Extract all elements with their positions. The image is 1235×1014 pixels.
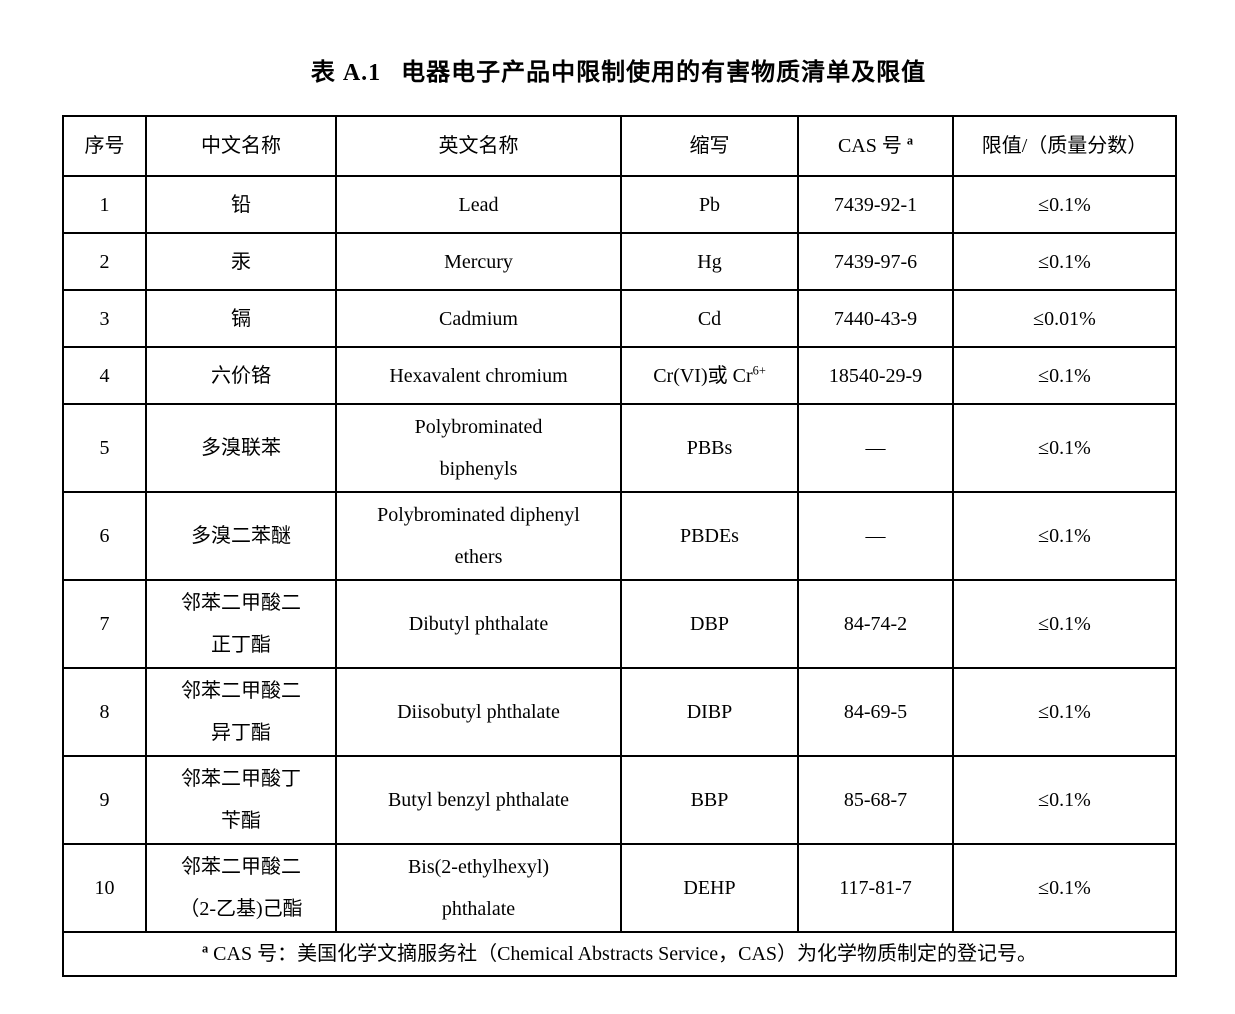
cell-abbr: DEHP [620,843,799,933]
cell-en: Diisobutyl phthalate [335,667,622,757]
column-header-cas: CAS 号 a [797,115,954,177]
cell-cn: 汞 [145,232,337,291]
table-row: 10 邻苯二甲酸二 （2-乙基)己酯 Bis(2-ethylhexyl) phthala… [62,843,1177,933]
cas-footnote: a CAS 号：美国化学文摘服务社（Chemical Abstracts Ser… [62,931,1177,977]
cell-cn: 邻苯二甲酸二 异丁酯 [145,667,337,757]
header-row: 序号 中文名称 英文名称 缩写 CAS 号 a 限值/（质量分数） [62,115,1177,177]
table-caption-title: 电器电子产品中限制使用的有害物质清单及限值 [401,60,927,86]
table-row: 4 六价铬 Hexavalent chromium Cr(VI)或 Cr6+ 18540… [62,346,1177,405]
cell-en: Polybrominated biphenyls [335,403,622,493]
cell-cas: 7440-43-9 [797,289,954,348]
cell-abbr: Cr(VI)或 Cr6+ [620,346,799,405]
column-header-abbr: 缩写 [620,115,799,177]
cell-cas: 7439-92-1 [797,175,954,234]
table-caption: 表 A.1 电器电子产品中限制使用的有害物质清单及限值 [62,52,1175,87]
cell-abbr: DIBP [620,667,799,757]
cell-cas: — [797,403,954,493]
footnote-row: a CAS 号：美国化学文摘服务社（Chemical Abstracts Ser… [62,931,1177,977]
cell-en: Butyl benzyl phthalate [335,755,622,845]
cell-no: 8 [62,667,147,757]
cell-cn: 多溴联苯 [145,403,337,493]
cell-en: Polybrominated diphenyl ethers [335,491,622,581]
cell-abbr: PBDEs [620,491,799,581]
cell-no: 7 [62,579,147,669]
table-row: 6 多溴二苯醚 Polybrominated diphenyl ethers PBDEs… [62,491,1177,581]
cell-cas: 18540-29-9 [797,346,954,405]
cell-en: Cadmium [335,289,622,348]
cell-abbr: BBP [620,755,799,845]
cell-no: 10 [62,843,147,933]
cell-en: Lead [335,175,622,234]
cell-abbr: DBP [620,579,799,669]
cell-abbr: Pb [620,175,799,234]
cell-limit: ≤0.1% [952,579,1177,669]
cell-no: 6 [62,491,147,581]
column-header-no: 序号 [62,115,147,177]
table-row: 7 邻苯二甲酸二 正丁酯 Dibutyl phthalate DBP 84-74-2 ≤0.… [62,579,1177,669]
cell-limit: ≤0.1% [952,175,1177,234]
cell-cn: 邻苯二甲酸丁 苄酯 [145,755,337,845]
cell-no: 3 [62,289,147,348]
cell-cas: 85-68-7 [797,755,954,845]
table-row: 3 镉 Cadmium Cd 7440-43-9 ≤0.01% [62,289,1177,348]
cell-cn: 邻苯二甲酸二 正丁酯 [145,579,337,669]
cell-cas: 84-69-5 [797,667,954,757]
cell-limit: ≤0.1% [952,403,1177,493]
cell-no: 4 [62,346,147,405]
cell-abbr: PBBs [620,403,799,493]
cell-limit: ≤0.1% [952,232,1177,291]
cell-cn: 镉 [145,289,337,348]
cell-limit: ≤0.01% [952,289,1177,348]
cell-cn: 邻苯二甲酸二 （2-乙基)己酯 [145,843,337,933]
column-header-en: 英文名称 [335,115,622,177]
cell-cn: 铅 [145,175,337,234]
cell-limit: ≤0.1% [952,755,1177,845]
cell-abbr: Hg [620,232,799,291]
column-header-limit: 限值/（质量分数） [952,115,1177,177]
table-row: 9 邻苯二甲酸丁 苄酯 Butyl benzyl phthalate BBP 85-68-… [62,755,1177,845]
cell-no: 1 [62,175,147,234]
table-row: 5 多溴联苯 Polybrominated biphenyls PBBs — ≤0.1% [62,403,1177,493]
cell-limit: ≤0.1% [952,843,1177,933]
cell-no: 9 [62,755,147,845]
cell-cas: — [797,491,954,581]
cell-cas: 7439-97-6 [797,232,954,291]
cell-no: 5 [62,403,147,493]
cell-en: Bis(2-ethylhexyl) phthalate [335,843,622,933]
table-row: 1 铅 Lead Pb 7439-92-1 ≤0.1% [62,175,1177,234]
cell-no: 2 [62,232,147,291]
column-header-cn: 中文名称 [145,115,337,177]
cell-limit: ≤0.1% [952,667,1177,757]
table-row: 2 汞 Mercury Hg 7439-97-6 ≤0.1% [62,232,1177,291]
cell-cas: 117-81-7 [797,843,954,933]
cell-en: Mercury [335,232,622,291]
cell-cn: 六价铬 [145,346,337,405]
cell-limit: ≤0.1% [952,491,1177,581]
hazardous-substances-table: 序号 中文名称 英文名称 缩写 CAS 号 a 限值/（质量分数） 1 铅 Lead Pb 743… [62,115,1177,977]
cell-cn: 多溴二苯醚 [145,491,337,581]
table-row: 8 邻苯二甲酸二 异丁酯 Diisobutyl phthalate DIBP 84-69-… [62,667,1177,757]
cell-limit: ≤0.1% [952,346,1177,405]
cell-abbr: Cd [620,289,799,348]
table-header: 序号 中文名称 英文名称 缩写 CAS 号 a 限值/（质量分数） [62,115,1177,177]
cell-en: Hexavalent chromium [335,346,622,405]
table-caption-number: 表 A.1 [310,60,382,86]
cell-cas: 84-74-2 [797,579,954,669]
table-body: 1 铅 Lead Pb 7439-92-1 ≤0.1% 2 汞 Mercury Hg 7439-97… [62,175,1177,977]
cell-en: Dibutyl phthalate [335,579,622,669]
